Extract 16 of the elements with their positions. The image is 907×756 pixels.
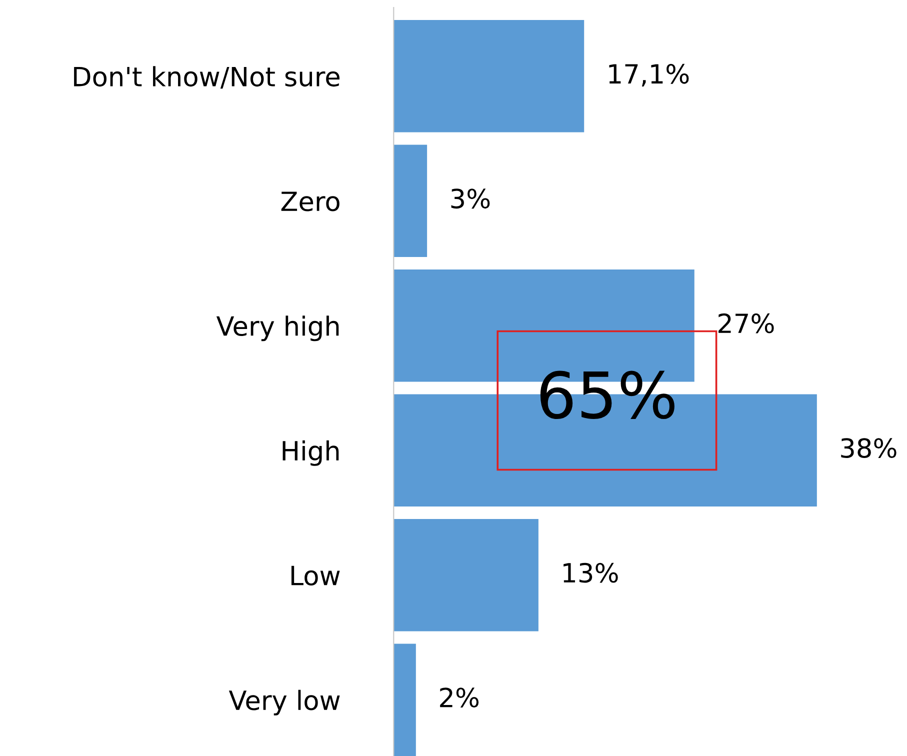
data-label: 27%: [718, 313, 774, 334]
bar: [394, 644, 416, 756]
y-tick-label: Very low: [228, 690, 340, 716]
data-label: 38%: [841, 438, 896, 458]
data-label: 13%: [564, 562, 618, 583]
y-tick-label: Zero: [281, 192, 340, 212]
bar: [394, 518, 538, 632]
data-label: 2%: [440, 688, 479, 708]
data-label: 3%: [451, 188, 490, 209]
y-tick-label: Very high: [216, 316, 339, 342]
bar: [394, 20, 584, 132]
y-tick-label: Don't know/Not sure: [74, 66, 340, 89]
bar: [394, 144, 428, 258]
data-label: 17,1%: [609, 64, 689, 87]
y-tick-label: High: [282, 440, 339, 466]
y-tick-label: Low: [291, 566, 340, 586]
